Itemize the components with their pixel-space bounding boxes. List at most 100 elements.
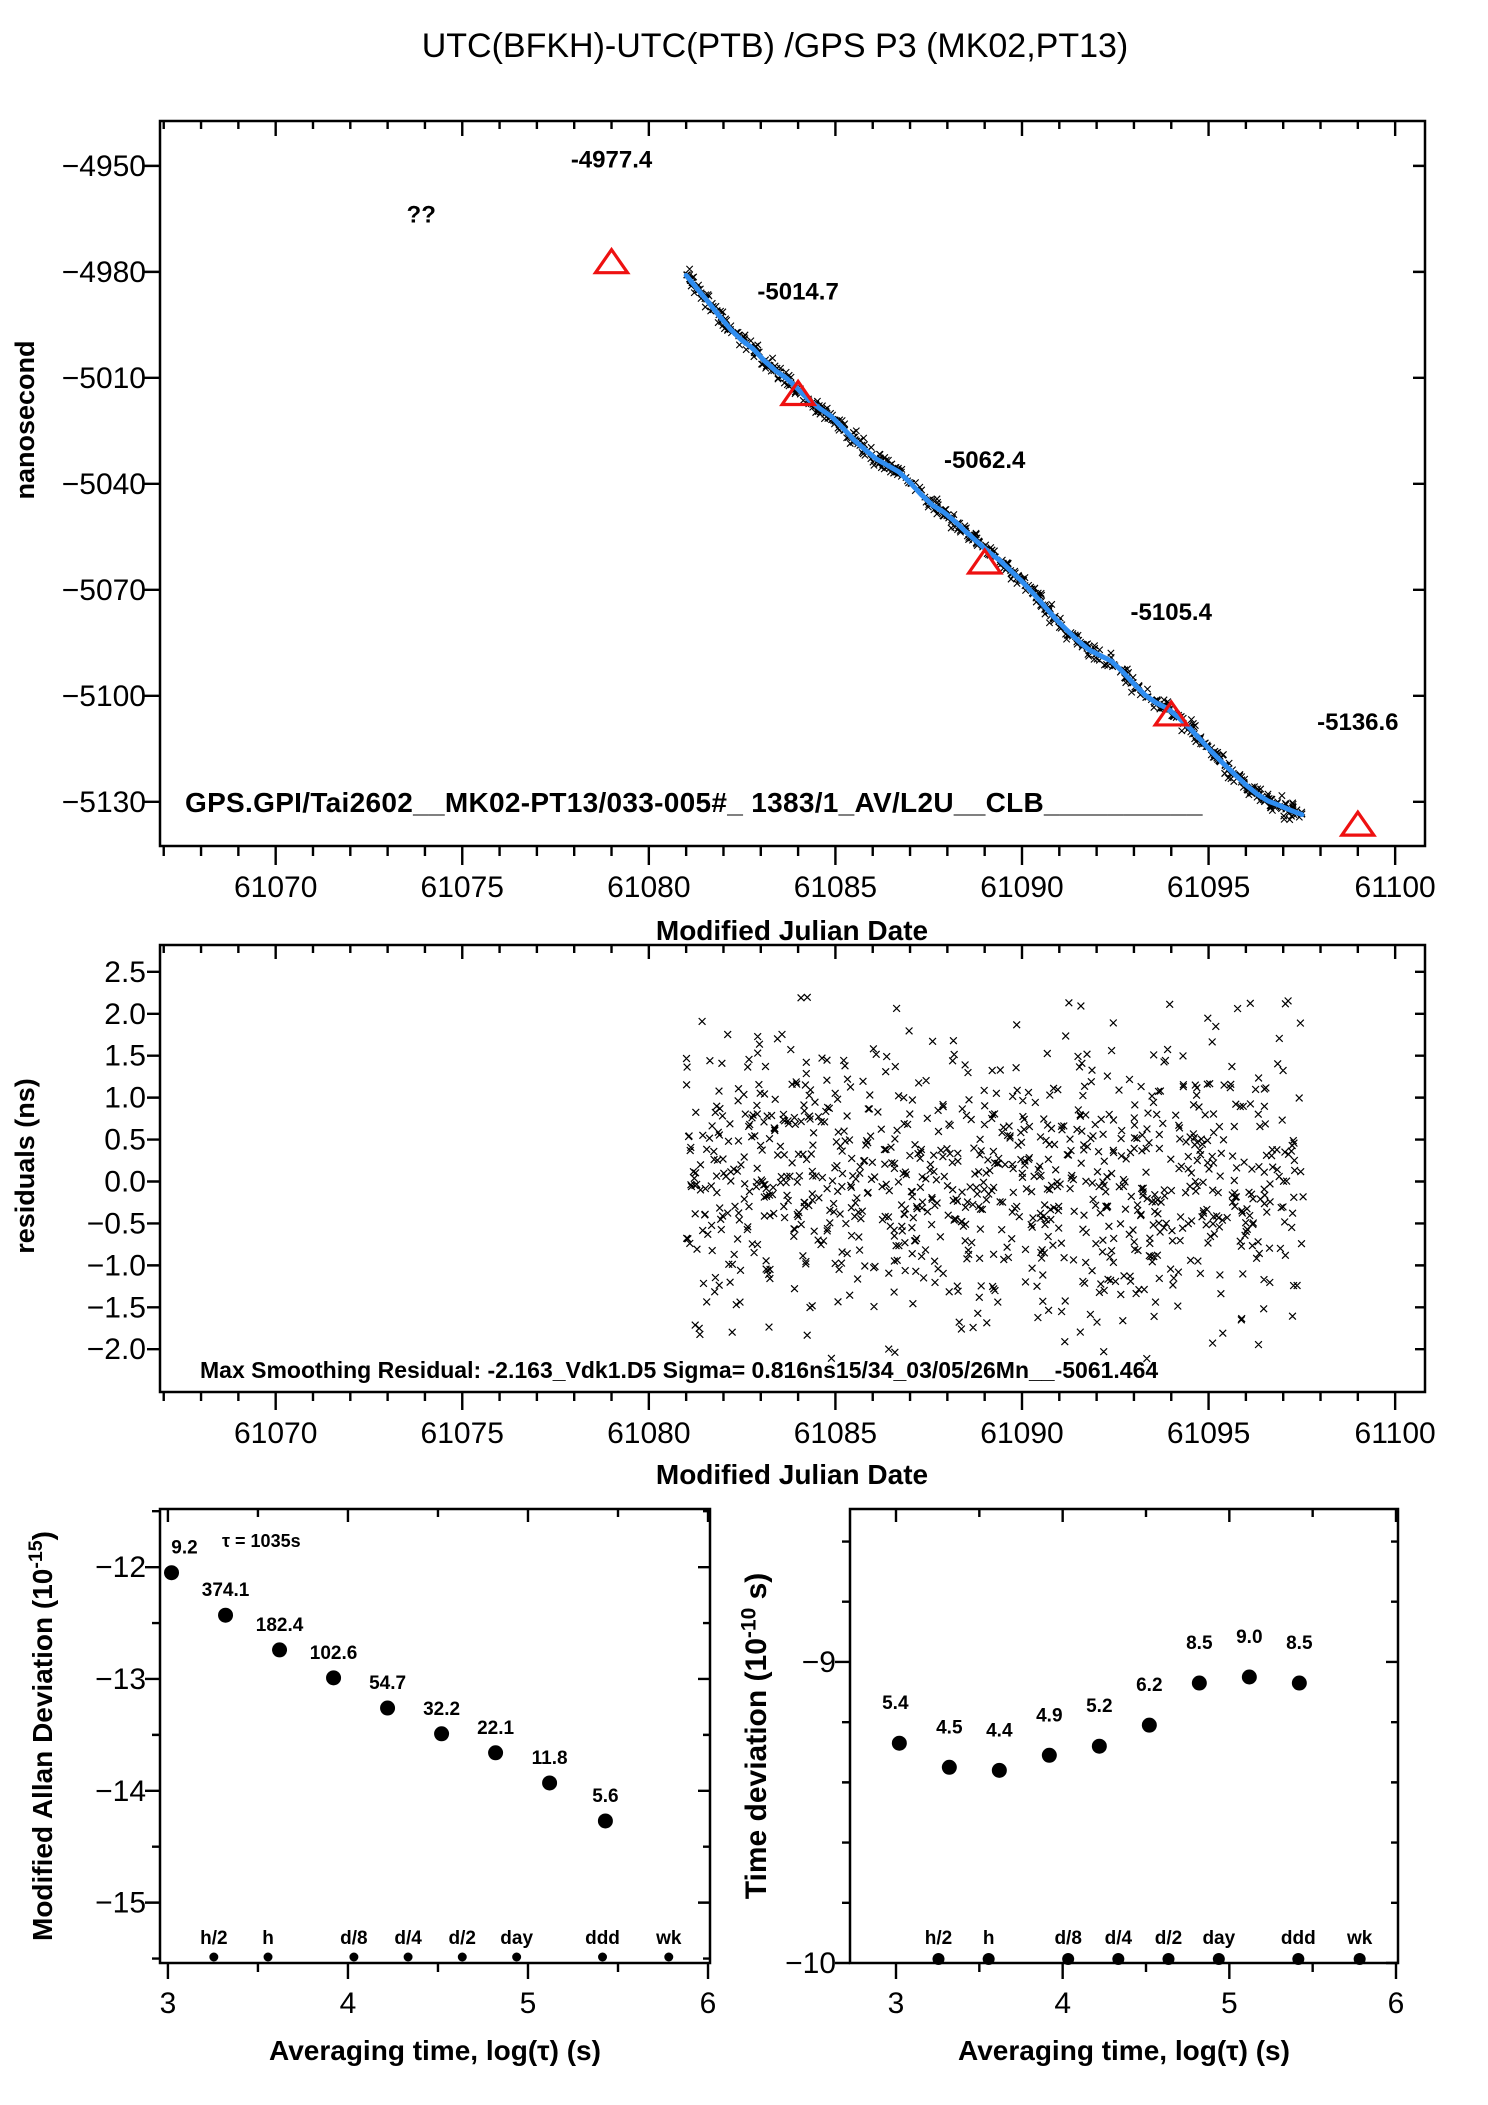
- deviation-point: [326, 1670, 342, 1686]
- calibration-triangle: [1338, 809, 1377, 837]
- deviation-value-label: 102.6: [310, 1643, 358, 1664]
- residuals-x-axis-title: Modified Julian Date: [656, 1459, 928, 1490]
- timescale-dot: [209, 1952, 219, 1962]
- deviation-value-label: 8.5: [1186, 1633, 1213, 1654]
- deviation-point: [272, 1642, 288, 1658]
- panel-frame: [158, 943, 1427, 1394]
- deviation-value-label: 182.4: [256, 1615, 304, 1636]
- y-tick-label: −15: [95, 1887, 146, 1920]
- y-tick-label: −4980: [62, 256, 146, 289]
- timescale-dot: [263, 1952, 273, 1962]
- y-tick-label: −5010: [62, 362, 146, 395]
- residuals-annotation: Max Smoothing Residual: -2.163_Vdk1.D5 S…: [200, 1357, 1158, 1383]
- y-tick-label: 1.5: [104, 1040, 146, 1073]
- deviation-value-label: 374.1: [202, 1580, 250, 1601]
- x-tick-label: 4: [340, 1987, 357, 2020]
- timescale-label: h/2: [200, 1928, 227, 1949]
- timescale-label: d/4: [1105, 1928, 1133, 1949]
- deviation-value-label: 8.5: [1286, 1633, 1313, 1654]
- timescale-label: ddd: [585, 1928, 620, 1949]
- residuals-y-axis-title: residuals (ns): [10, 1078, 40, 1254]
- deviation-value-label: 5.2: [1086, 1696, 1112, 1717]
- y-tick-label: −10: [785, 1947, 836, 1980]
- x-tick-label: 61090: [980, 1417, 1063, 1450]
- timescale-dot: [512, 1952, 522, 1962]
- timescale-dot: [403, 1952, 413, 1962]
- timescale-dot: [982, 1953, 995, 1965]
- timescale-dot: [932, 1953, 945, 1965]
- timescale-label: day: [1202, 1928, 1235, 1949]
- y-tick-label: 2.5: [104, 956, 146, 989]
- x-tick-label: 61070: [234, 871, 317, 904]
- timescale-label: d/8: [1054, 1928, 1081, 1949]
- y-tick-label: −2.0: [87, 1333, 146, 1366]
- deviation-point: [488, 1745, 504, 1761]
- timescale-label: h: [262, 1928, 274, 1949]
- y-tick-label: −5130: [62, 786, 146, 819]
- tdev-x-axis-title: Averaging time, log(τ) (s): [958, 2035, 1290, 2066]
- main-footer-code: GPS.GPI/Tai2602__MK02-PT13/033-005#_ 138…: [185, 787, 1203, 818]
- y-tick-label: −13: [95, 1663, 146, 1696]
- axis-ticks: [835, 1509, 1398, 1979]
- x-tick-label: 4: [1054, 1987, 1071, 2020]
- unknown-value-label: ??: [407, 201, 436, 228]
- x-tick-label: 61085: [794, 1417, 877, 1450]
- deviation-point: [218, 1607, 234, 1623]
- axis-ticks: [145, 1509, 710, 1979]
- y-tick-label: −5100: [62, 680, 146, 713]
- x-tick-label: 5: [1221, 1987, 1238, 2020]
- timescale-label: wk: [1346, 1928, 1373, 1949]
- deviation-point: [991, 1762, 1007, 1778]
- x-tick-label: 61080: [607, 1417, 690, 1450]
- timescale-label: wk: [655, 1928, 682, 1949]
- y-tick-label: −14: [95, 1775, 146, 1808]
- axis-ticks: [144, 121, 1425, 865]
- residual-points: [682, 993, 1307, 1363]
- deviation-point: [1241, 1669, 1257, 1685]
- x-tick-label: 61070: [234, 1417, 317, 1450]
- timescale-label: d/4: [394, 1928, 422, 1949]
- panel-main-phase: 61070 61075 61080 61085 61090 61095 61100 −4950…: [62, 119, 1436, 904]
- timescale-dot: [1292, 1953, 1305, 1965]
- x-tick-label: 5: [520, 1987, 537, 2020]
- deviation-point: [1091, 1738, 1107, 1754]
- x-tick-label: 61100: [1355, 871, 1436, 904]
- timescale-dot: [1062, 1953, 1075, 1965]
- deviation-point: [597, 1813, 613, 1829]
- mdev-y-axis-title: Modified Allan Deviation (10-15): [25, 1531, 58, 1941]
- mdev-x-axis-title: Averaging time, log(τ) (s): [269, 2035, 601, 2066]
- timescale-label: d/2: [449, 1928, 476, 1949]
- panel-frame: [158, 119, 1427, 848]
- timescale-dot: [1162, 1953, 1175, 1965]
- timescale-dot: [598, 1952, 608, 1962]
- deviation-value-label: 11.8: [532, 1748, 568, 1769]
- x-tick-label: 61095: [1167, 871, 1250, 904]
- panel-tdev: 3 4 5 6 −9 −10 5.4 4.5 4.4 4.9 5.2 6.2 8.5 9.0 8.5 h/2 h…: [785, 1507, 1405, 2020]
- deviation-value-label: 4.5: [936, 1717, 963, 1738]
- y-tick-label: −5070: [62, 574, 146, 607]
- calibration-triangle: [592, 246, 631, 275]
- timescale-dot: [1353, 1953, 1366, 1965]
- y-tick-label: 0.5: [104, 1124, 146, 1157]
- deviation-value-label: 5.6: [592, 1786, 618, 1807]
- timescale-dot: [664, 1952, 674, 1962]
- deviation-value-label: 54.7: [369, 1673, 406, 1694]
- y-tick-label: −12: [95, 1551, 146, 1584]
- x-tick-label: 61085: [794, 871, 877, 904]
- deviation-value-label: 22.1: [477, 1718, 514, 1739]
- y-tick-label: −0.5: [87, 1207, 146, 1240]
- main-x-axis-title: Modified Julian Date: [656, 915, 928, 946]
- calibration-value-label: -5062.4: [944, 447, 1026, 474]
- timescale-label: h: [983, 1928, 995, 1949]
- x-tick-label: 6: [1388, 1987, 1405, 2020]
- calibration-value-label: -5105.4: [1131, 599, 1213, 626]
- deviation-point: [164, 1565, 180, 1581]
- x-tick-label: 61080: [607, 871, 690, 904]
- y-tick-label: 2.0: [104, 998, 146, 1031]
- panel-frame: [848, 1507, 1400, 1965]
- deviation-value-label: 6.2: [1136, 1675, 1162, 1696]
- deviation-value-label: 32.2: [423, 1699, 460, 1720]
- deviation-point: [542, 1775, 558, 1791]
